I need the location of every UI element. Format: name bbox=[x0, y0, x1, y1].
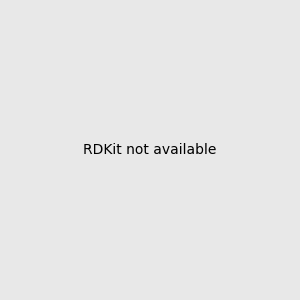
Text: RDKit not available: RDKit not available bbox=[83, 143, 217, 157]
